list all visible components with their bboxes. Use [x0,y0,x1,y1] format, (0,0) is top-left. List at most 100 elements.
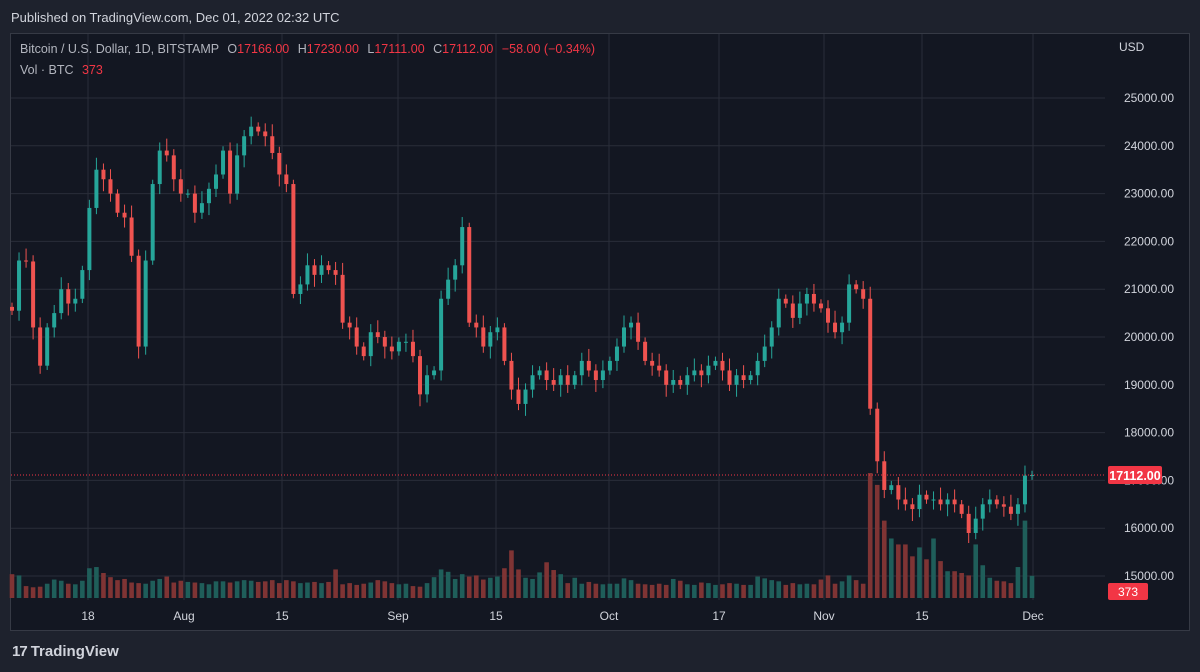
y-tick-label: 18000.00 [1124,426,1174,440]
volume-bar [713,584,718,598]
volume-bar [459,574,465,598]
volume-bar [227,582,233,598]
volume-bar [129,582,134,598]
volume-bar [199,583,205,598]
candle-body [783,298,788,304]
volume-bar [945,571,950,598]
candle-body [136,255,141,347]
candle-body [312,265,317,275]
close-value: 17112.00 [442,42,494,56]
candle-body [692,370,697,376]
y-tick-label: 16000.00 [1124,521,1174,535]
candle-body [769,327,774,347]
volume-bar [150,580,155,598]
candle-body [52,313,57,328]
volume-bar [593,583,599,598]
candle-body [199,203,204,213]
volume-bar [973,544,979,598]
volume-bar [924,559,929,598]
x-tick-label: Nov [813,609,834,623]
candle-body [150,184,155,261]
candle-body [565,375,570,385]
published-caption: Published on TradingView.com, Dec 01, 20… [11,10,340,25]
candle-body [354,327,359,347]
candle-body [664,370,669,385]
candle-body [551,380,556,385]
candle-body [340,274,345,323]
volume-bar [248,580,254,598]
volume-bar [206,584,212,598]
candle-body [741,375,746,381]
candle-body [727,370,732,385]
x-tick-label: 17 [712,609,726,623]
volume-bar [143,583,148,598]
candle-body [73,298,78,304]
chart-frame[interactable] [10,33,1190,631]
candle-body [797,303,802,318]
x-tick-label: Dec [1022,609,1043,623]
volume-bar [804,583,810,598]
volume-bar [551,570,556,598]
volume-bar [635,583,641,598]
candle-body [643,341,648,361]
change-value: −58.00 (−0.34%) [501,42,595,56]
currency-label: USD [1119,40,1145,54]
candle-body [748,375,753,381]
candle-body [994,499,999,505]
volume-bar [959,573,964,598]
candle-body [586,360,591,371]
candle-body [171,155,176,180]
candle-body [987,499,992,505]
volume-bar [115,580,120,598]
symbol-name[interactable]: Bitcoin / U.S. Dollar, 1D, BITSTAMP [20,42,219,56]
volume-bar [649,584,655,598]
candle-body [333,270,338,275]
x-tick-label: 15 [489,609,503,623]
last-volume-badge: 373 [1108,583,1148,600]
volume-bar [94,567,99,598]
candle-body [720,360,725,371]
volume-bar [340,584,345,598]
volume-bar [192,582,198,598]
candle-body [80,270,85,299]
candle-body [896,485,901,500]
y-tick-label: 24000.00 [1124,139,1174,153]
candle-body [579,360,584,376]
open-value: 17166.00 [237,42,290,56]
candle-body [1015,504,1020,514]
candle-body [854,284,859,290]
candle-body [847,284,852,323]
volume-bar [354,584,359,598]
legend: Bitcoin / U.S. Dollar, 1D, BITSTAMP O171… [20,41,595,83]
volume-bar [656,583,662,598]
volume-bar [23,586,29,598]
candle-body [980,504,985,519]
tradingview-logo[interactable]: 17 TradingView [12,643,119,660]
candle-body [10,306,14,311]
volume-bar [101,573,106,598]
volume-bar [811,584,817,598]
candle-body [636,322,641,342]
candle-body [115,193,120,213]
volume-label[interactable]: Vol · BTC [20,63,74,77]
candle-body [263,131,268,137]
volume-bar [839,581,845,598]
volume-bar [832,583,838,598]
y-tick-label: 21000.00 [1124,282,1174,296]
volume-bar [157,578,163,598]
volume-bar [375,580,381,598]
candle-body [593,370,598,381]
volume-bar [910,556,915,598]
volume-bar [312,581,317,598]
candle-body [523,389,528,404]
volume-bar [438,569,444,598]
candle-body [361,346,366,357]
volume-bar [30,587,36,598]
candle-body [818,303,823,309]
candle-body [277,152,282,175]
volume-bar [677,580,683,598]
volume-bar [502,568,507,598]
volume-bar [600,584,606,598]
close-label: C [433,42,443,56]
